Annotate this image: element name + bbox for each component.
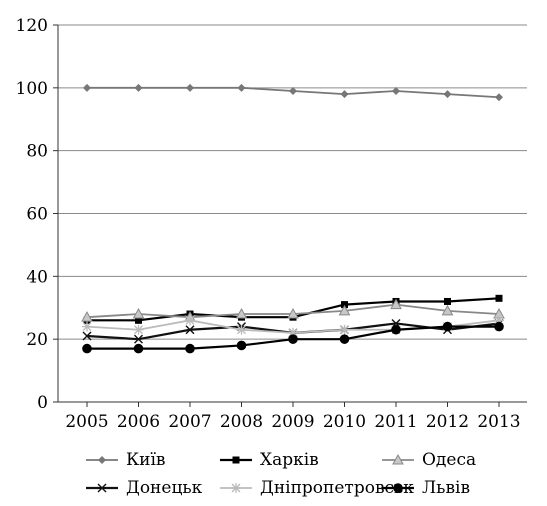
legend-marker bbox=[231, 483, 241, 493]
legend-entry: Дніпропетровськ bbox=[220, 478, 414, 498]
x-tick-label: 2006 bbox=[117, 412, 160, 432]
series bbox=[83, 83, 503, 102]
legend-entry: Київ bbox=[86, 450, 166, 470]
data-point bbox=[288, 334, 298, 344]
series-layer bbox=[81, 83, 505, 354]
legend-label: Донецьк bbox=[126, 478, 203, 498]
legend-label: Харків bbox=[260, 450, 319, 470]
data-point bbox=[495, 93, 503, 102]
data-point bbox=[82, 321, 92, 332]
y-tick-label: 100 bbox=[16, 79, 48, 99]
data-point bbox=[442, 321, 453, 332]
data-point bbox=[135, 316, 142, 324]
data-point bbox=[338, 304, 351, 316]
data-point bbox=[133, 324, 144, 335]
data-point bbox=[237, 83, 246, 92]
data-point bbox=[289, 86, 297, 95]
y-tick-label: 20 bbox=[26, 330, 48, 350]
data-point bbox=[391, 324, 401, 335]
data-point bbox=[133, 343, 144, 354]
data-point bbox=[340, 90, 349, 99]
data-point bbox=[185, 325, 195, 335]
data-point bbox=[134, 83, 143, 92]
data-point bbox=[341, 301, 348, 309]
data-point bbox=[134, 334, 143, 344]
data-point bbox=[82, 343, 92, 354]
x-tick-label: 2007 bbox=[168, 412, 211, 432]
data-point bbox=[185, 315, 195, 326]
x-tick-label: 2005 bbox=[65, 412, 108, 432]
data-point bbox=[185, 343, 195, 354]
series bbox=[81, 298, 505, 322]
legend: Київ Харків Одеса Донецьк Дніпропетровськ Льв… bbox=[86, 450, 476, 498]
x-tick-label: 2009 bbox=[271, 412, 314, 432]
legend-marker bbox=[232, 456, 240, 464]
y-axis-ticks: 0 20 40 60 80 100 120 bbox=[16, 16, 58, 413]
y-tick-label: 0 bbox=[37, 393, 48, 413]
data-point bbox=[235, 308, 248, 319]
x-tick-label: 2012 bbox=[426, 412, 469, 432]
legend-marker bbox=[393, 483, 403, 493]
legend-marker bbox=[392, 453, 404, 465]
legend-label: Дніпропетровськ bbox=[260, 478, 414, 498]
data-point bbox=[392, 86, 400, 95]
data-point bbox=[494, 321, 504, 332]
legend-marker bbox=[97, 483, 107, 493]
data-point bbox=[81, 311, 93, 322]
data-point bbox=[236, 340, 247, 351]
data-point bbox=[287, 308, 299, 319]
legend-entry: Львів bbox=[382, 478, 470, 498]
legend-entry: Харків bbox=[220, 450, 319, 470]
data-point bbox=[82, 331, 92, 341]
legend-entry: Одеса bbox=[382, 450, 476, 470]
x-axis-ticks: 2005 2006 2007 2008 2009 2010 2011 2012 2013 bbox=[65, 402, 521, 432]
legend-entry: Донецьк bbox=[86, 478, 203, 498]
y-tick-label: 120 bbox=[16, 16, 48, 36]
data-point bbox=[236, 324, 247, 335]
series bbox=[82, 321, 504, 354]
data-point bbox=[339, 334, 350, 344]
gridlines bbox=[58, 24, 527, 340]
data-point bbox=[441, 304, 454, 316]
data-point bbox=[339, 324, 350, 335]
y-tick-label: 80 bbox=[26, 142, 48, 162]
data-point bbox=[83, 83, 91, 92]
legend-label: Київ bbox=[126, 450, 166, 470]
x-tick-label: 2010 bbox=[323, 412, 366, 432]
data-point bbox=[495, 294, 503, 302]
x-tick-label: 2011 bbox=[374, 412, 417, 432]
legend-label: Львів bbox=[422, 478, 470, 498]
data-point bbox=[443, 90, 452, 99]
data-point bbox=[132, 308, 145, 319]
data-point bbox=[444, 297, 451, 305]
y-tick-label: 60 bbox=[26, 205, 48, 225]
data-point bbox=[390, 298, 402, 310]
x-tick-label: 2008 bbox=[220, 412, 263, 432]
data-point bbox=[186, 83, 194, 92]
y-tick-label: 40 bbox=[26, 267, 48, 287]
x-tick-label: 2013 bbox=[477, 412, 520, 432]
legend-marker bbox=[98, 456, 106, 464]
legend-label: Одеса bbox=[422, 450, 476, 470]
